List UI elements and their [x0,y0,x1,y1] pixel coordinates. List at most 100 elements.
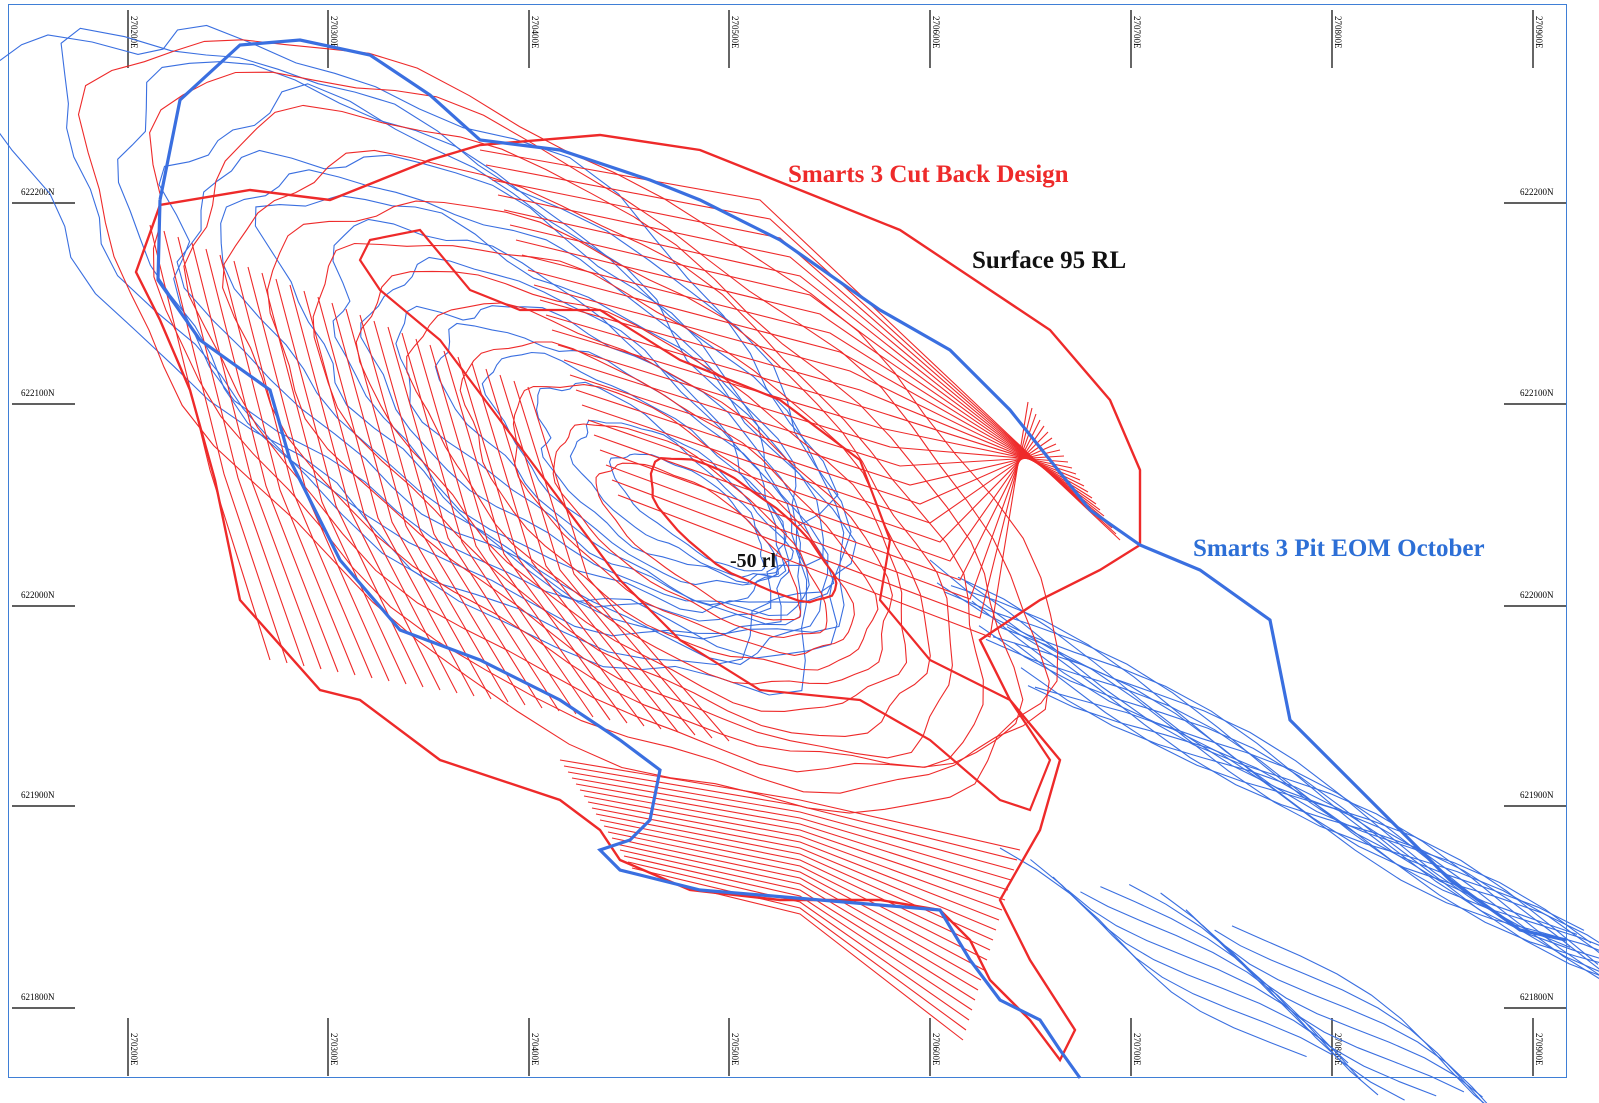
design-bench-contour [149,71,1050,794]
design-bench-contour [406,302,893,685]
easting-label-top: 270600E [931,16,941,49]
eom-valley-line [957,576,1599,965]
design-wall-line [497,194,1109,523]
northing-label-left: 621900N [21,790,55,800]
design-wall-line [539,299,1081,481]
eom-valley-line [1067,889,1362,1081]
design-wall-line [631,867,967,1031]
design-wall-line [611,407,1033,619]
eom-valley-line [1100,886,1405,1101]
eom-valley-line [950,585,1592,944]
easting-label-bottom: 270600E [931,1033,941,1066]
eom-valley-line [999,847,1307,1058]
northing-label-right: 621900N [1520,790,1554,800]
eom-valley-line [943,591,1585,931]
eom-valley-line [1201,924,1488,1103]
design-wall-line [627,861,970,1021]
easting-label-bottom: 270500E [730,1033,740,1066]
design-wall-line [563,765,1018,861]
northing-label-left: 621800N [21,992,55,1002]
eom-valley-line [929,559,1571,948]
eom-valley-line [1020,667,1599,976]
northing-label-right: 622000N [1520,590,1554,600]
easting-label-bottom: 270400E [530,1033,540,1066]
design-wall-line [373,320,543,709]
design-wall-line [163,230,288,664]
design-wall-line [247,266,390,682]
design-wall-line [479,149,1121,541]
design-wall-line [359,314,526,706]
design-wall-line [471,362,662,730]
design-wall-line [521,254,1093,499]
eom-valley-line [1030,859,1333,1055]
design-wall-line [551,329,1073,469]
design-wall-line [581,404,1053,524]
easting-label-bottom: 270800E [1333,1033,1343,1066]
design-wall-line [599,819,991,951]
pit-eom-outline-south [156,199,1082,1079]
surface-rl-label: Surface 95 RL [972,247,1127,274]
eom-contour [332,218,835,614]
eom-valley-line [992,636,1599,944]
design-wall-line [545,314,1077,475]
design-wall-line [289,284,441,691]
design-wall-line [623,855,973,1011]
design-wall-line [571,777,1012,881]
eom-valley-line [999,626,1599,954]
design-wall-line [303,290,458,694]
design-bench-contour [266,200,953,759]
easting-label-bottom: 270300E [329,1033,339,1066]
design-wall-line [599,419,1041,581]
easting-label-top: 270800E [1333,16,1343,49]
design-wall-line [503,209,1105,517]
eom-valley-line [1160,892,1465,1093]
design-wall-line [583,795,1003,911]
design-bench-contour [595,462,802,621]
eom-contour [60,27,852,666]
eom-valley-line [1214,929,1484,1103]
easting-label-bottom: 270700E [1132,1033,1142,1066]
design-wall-line [429,344,611,721]
design-wall-line [587,801,1000,921]
design-wall-line [575,389,1057,505]
design-wall-line [567,771,1015,871]
design-wall-line [513,380,713,739]
eom-contour [117,61,845,637]
eom-valley-line [1128,884,1437,1097]
design-bench-contour [512,384,855,656]
easting-label-bottom: 270900E [1534,1033,1544,1066]
coordinate-grid: 270200E 270200E 270300E 270300E 270400E 27040… [12,10,1566,1076]
pit-bottom-rl-label: -50 rl [730,550,777,572]
design-wall-line [617,401,1029,638]
design-wall-line [443,350,628,724]
eom-valley-line [1027,685,1599,963]
design-wall-line [491,179,1113,529]
design-wall-line [191,242,322,670]
easting-label-bottom: 270200E [129,1033,139,1066]
design-wall-line [563,359,1065,467]
design-wall-line [527,269,1089,493]
eom-valley-line [1185,909,1483,1098]
eom-contour [535,381,794,584]
cut-back-design-outline [134,133,1142,1063]
eom-contour [569,419,779,578]
northing-label-right: 622100N [1520,388,1554,398]
design-wall-line [575,783,1009,891]
eom-valley-line [1052,876,1349,1064]
design-wall-line [457,356,645,727]
design-wall-line [485,164,1117,535]
cut-back-design-contours [77,39,1121,1041]
eom-contour [360,256,810,617]
design-wall-line [603,825,988,961]
design-wall-line [275,278,424,688]
pit-outlines [134,38,1567,1079]
design-wall-line [527,386,730,742]
design-wall-line [611,837,982,981]
design-wall-line [605,413,1037,600]
design-wall-line [619,849,976,1001]
northing-label-left: 622000N [21,590,55,600]
design-wall-line [485,368,679,733]
design-wall-line [387,326,560,712]
design-bench-contour [312,242,931,737]
